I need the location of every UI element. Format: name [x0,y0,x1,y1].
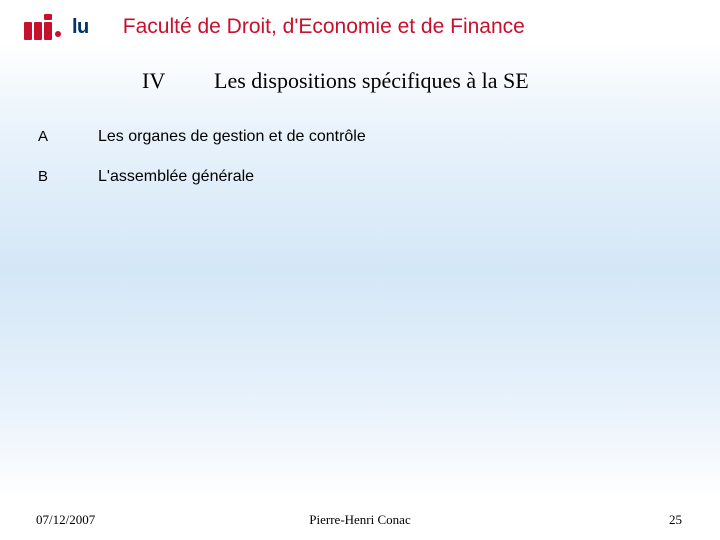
footer-page: 25 [669,512,682,528]
list-item: A Les organes de gestion et de contrôle [38,128,720,146]
section-title: Les dispositions spécifiques à la SE [214,68,529,94]
item-letter: B [38,168,98,185]
uni-lu-logo: lu [24,14,89,40]
item-text: Les organes de gestion et de contrôle [98,128,366,146]
faculty-title: Faculté de Droit, d'Economie et de Finan… [123,15,525,39]
logo-mark-icon [24,14,72,40]
item-text: L'assemblée générale [98,168,254,186]
logo-text: lu [72,16,89,39]
footer: 07/12/2007 Pierre-Henri Conac 25 [0,512,720,528]
footer-author: Pierre-Henri Conac [309,512,410,528]
section-header: IV Les dispositions spécifiques à la SE [142,68,720,94]
item-letter: A [38,128,98,145]
slide-header: lu Faculté de Droit, d'Economie et de Fi… [0,0,720,40]
list-item: B L'assemblée générale [38,168,720,186]
section-roman: IV [142,68,202,94]
content-list: A Les organes de gestion et de contrôle … [38,128,720,186]
footer-date: 07/12/2007 [36,512,95,528]
